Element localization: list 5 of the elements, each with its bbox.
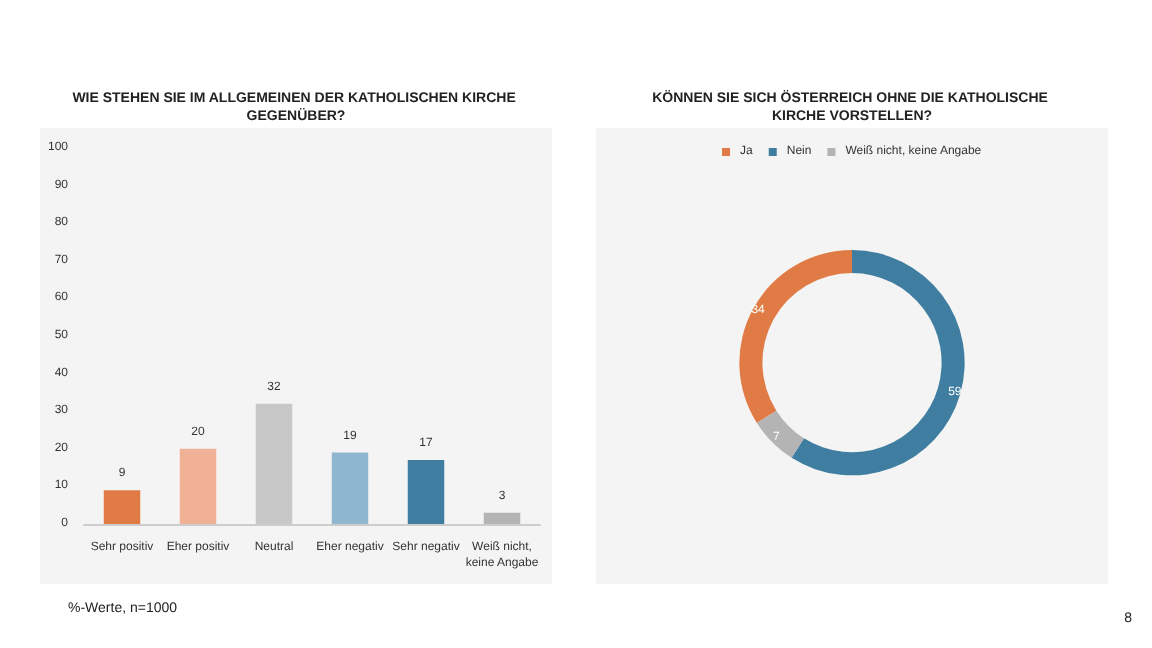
bar	[483, 512, 521, 524]
bar	[407, 460, 445, 524]
bar	[331, 452, 369, 524]
bar	[179, 448, 217, 524]
bar	[103, 490, 141, 524]
